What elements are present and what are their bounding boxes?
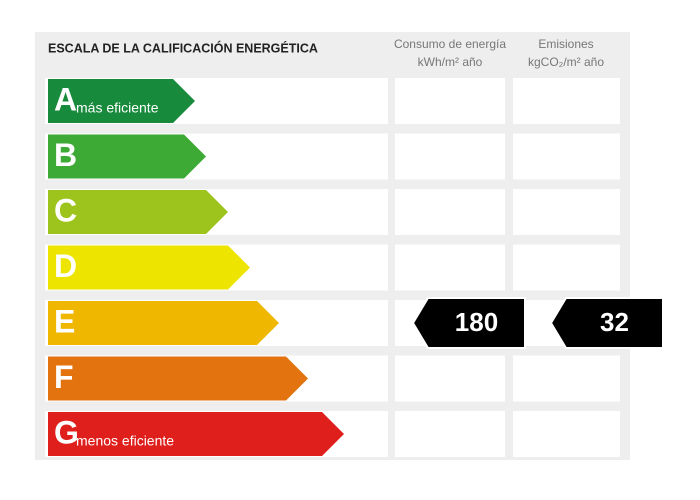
rating-letter: D	[54, 248, 77, 284]
cell	[513, 411, 620, 457]
cell	[513, 133, 620, 180]
rating-arrow	[48, 190, 228, 234]
cell	[513, 244, 620, 291]
title: ESCALA DE LA CALIFICACIÓN ENERGÉTICA	[48, 40, 318, 55]
rating-letter: C	[54, 192, 77, 228]
rating-letter: G	[54, 414, 79, 450]
rating-note: más eficiente	[76, 100, 159, 116]
cell	[395, 133, 505, 180]
column-header: Emisiones	[538, 37, 593, 51]
cell	[395, 411, 505, 457]
cell	[513, 78, 620, 124]
column-header: Consumo de energía	[394, 37, 506, 51]
cell	[513, 355, 620, 402]
rating-arrow	[48, 301, 279, 345]
cell	[395, 78, 505, 124]
rating-note: menos eficiente	[76, 433, 174, 449]
rating-arrow	[48, 356, 308, 401]
value-badge	[411, 297, 526, 349]
rating-letter: F	[54, 359, 74, 395]
rating-arrow	[48, 412, 344, 456]
cell	[395, 355, 505, 402]
cell	[395, 189, 505, 235]
rating-letter: A	[54, 81, 77, 117]
column-unit: kWh/m² año	[418, 55, 483, 69]
value-label: 32	[600, 307, 629, 337]
rating-letter: E	[54, 303, 75, 339]
rating-arrow	[48, 245, 250, 290]
value-badge	[549, 297, 664, 349]
value-label: 180	[455, 307, 498, 337]
cell	[395, 244, 505, 291]
rating-letter: B	[54, 137, 77, 173]
rating-arrow	[48, 134, 206, 179]
rating-arrow	[48, 79, 195, 123]
cell	[513, 189, 620, 235]
column-unit: kgCO₂/m² año	[528, 55, 604, 69]
